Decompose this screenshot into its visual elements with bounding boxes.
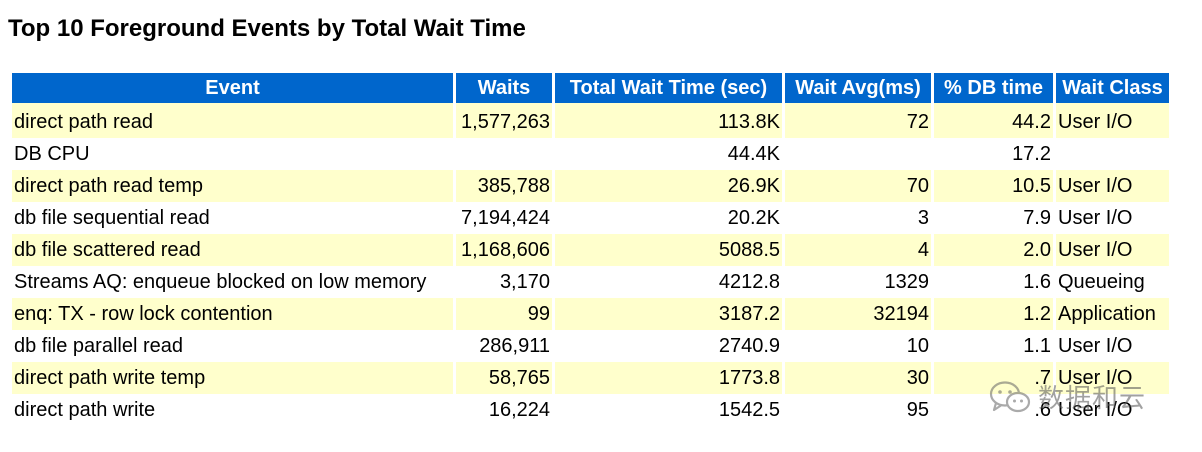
cell-total-wait-time: 4212.8 [555, 266, 782, 298]
cell-pct-db-time: 1.2 [934, 298, 1053, 330]
cell-waits: 1,577,263 [456, 103, 552, 138]
cell-total-wait-time: 1773.8 [555, 362, 782, 394]
cell-event: direct path write [12, 394, 453, 426]
cell-waits: 7,194,424 [456, 202, 552, 234]
column-header-total-wait-time: Total Wait Time (sec) [555, 73, 782, 103]
column-header-event: Event [12, 73, 453, 103]
table-row: enq: TX - row lock contention 99 3187.2 321… [12, 298, 1169, 330]
cell-total-wait-time: 44.4K [555, 138, 782, 170]
cell-waits: 1,168,606 [456, 234, 552, 266]
table-header-row: Event Waits Total Wait Time (sec) Wait A… [12, 73, 1169, 103]
cell-wait-class: User I/O [1056, 234, 1169, 266]
cell-pct-db-time: 7.9 [934, 202, 1053, 234]
table-row: direct path write 16,224 1542.5 95.6 User I/… [12, 394, 1169, 426]
cell-wait-class: User I/O [1056, 394, 1169, 426]
cell-event: Streams AQ: enqueue blocked on low memor… [12, 266, 453, 298]
report-title: Top 10 Foreground Events by Total Wait T… [8, 15, 526, 42]
cell-wait-avg: 30 [785, 362, 931, 394]
table-row: db file scattered read 1,168,606 5088.5 4 2.… [12, 234, 1169, 266]
cell-wait-class: User I/O [1056, 362, 1169, 394]
table-row: direct path read temp 385,788 26.9K 70 10.5 U… [12, 170, 1169, 202]
table-row: DB CPU 44.4K 17.2 [12, 138, 1169, 170]
cell-wait-class: Queueing [1056, 266, 1169, 298]
table-row: direct path write temp 58,765 1773.8 30.7 Us… [12, 362, 1169, 394]
cell-event: db file parallel read [12, 330, 453, 362]
cell-event: db file sequential read [12, 202, 453, 234]
cell-waits: 385,788 [456, 170, 552, 202]
cell-event: direct path read [12, 103, 453, 138]
cell-wait-class: User I/O [1056, 330, 1169, 362]
cell-waits: 3,170 [456, 266, 552, 298]
cell-total-wait-time: 2740.9 [555, 330, 782, 362]
cell-pct-db-time: 10.5 [934, 170, 1053, 202]
cell-total-wait-time: 1542.5 [555, 394, 782, 426]
wait-events-table: Event Waits Total Wait Time (sec) Wait A… [9, 73, 1172, 426]
cell-total-wait-time: 5088.5 [555, 234, 782, 266]
cell-waits [456, 138, 552, 170]
column-header-waits: Waits [456, 73, 552, 103]
cell-pct-db-time: .6 [934, 394, 1053, 426]
cell-wait-class [1056, 138, 1169, 170]
cell-wait-class: User I/O [1056, 170, 1169, 202]
cell-event: enq: TX - row lock contention [12, 298, 453, 330]
cell-waits: 99 [456, 298, 552, 330]
cell-wait-avg: 4 [785, 234, 931, 266]
column-header-wait-class: Wait Class [1056, 73, 1169, 103]
cell-wait-class: User I/O [1056, 103, 1169, 138]
cell-total-wait-time: 26.9K [555, 170, 782, 202]
cell-wait-class: User I/O [1056, 202, 1169, 234]
cell-pct-db-time: 2.0 [934, 234, 1053, 266]
cell-total-wait-time: 113.8K [555, 103, 782, 138]
cell-wait-avg: 1329 [785, 266, 931, 298]
column-header-wait-avg: Wait Avg(ms) [785, 73, 931, 103]
cell-pct-db-time: 17.2 [934, 138, 1053, 170]
cell-wait-avg: 32194 [785, 298, 931, 330]
cell-waits: 286,911 [456, 330, 552, 362]
cell-event: direct path write temp [12, 362, 453, 394]
cell-pct-db-time: 1.6 [934, 266, 1053, 298]
column-header-pct-db-time: % DB time [934, 73, 1053, 103]
cell-event: direct path read temp [12, 170, 453, 202]
cell-wait-avg: 95 [785, 394, 931, 426]
cell-pct-db-time: 44.2 [934, 103, 1053, 138]
cell-waits: 58,765 [456, 362, 552, 394]
cell-event: DB CPU [12, 138, 453, 170]
table-row: direct path read 1,577,263 113.8K 72 44.2 Use… [12, 103, 1169, 138]
cell-waits: 16,224 [456, 394, 552, 426]
cell-wait-avg: 10 [785, 330, 931, 362]
cell-total-wait-time: 20.2K [555, 202, 782, 234]
cell-wait-avg [785, 138, 931, 170]
cell-pct-db-time: .7 [934, 362, 1053, 394]
cell-pct-db-time: 1.1 [934, 330, 1053, 362]
table-row: Streams AQ: enqueue blocked on low memor… [12, 266, 1169, 298]
cell-wait-class: Application [1056, 298, 1169, 330]
cell-wait-avg: 72 [785, 103, 931, 138]
table-row: db file parallel read 286,911 2740.9 10 1.1 U… [12, 330, 1169, 362]
cell-event: db file scattered read [12, 234, 453, 266]
cell-wait-avg: 3 [785, 202, 931, 234]
cell-total-wait-time: 3187.2 [555, 298, 782, 330]
cell-wait-avg: 70 [785, 170, 931, 202]
table-row: db file sequential read 7,194,424 20.2K 3 7.… [12, 202, 1169, 234]
